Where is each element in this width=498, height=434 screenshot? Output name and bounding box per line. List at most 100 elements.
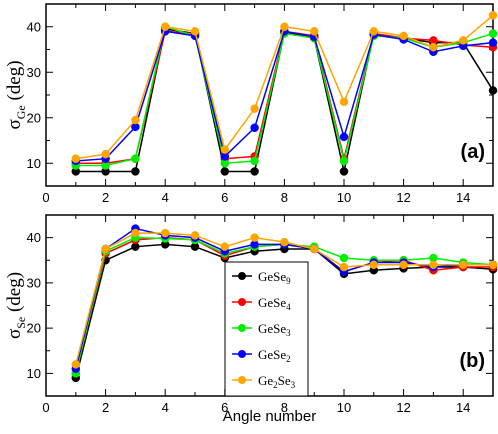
data-point xyxy=(280,237,289,247)
data-point xyxy=(101,149,110,159)
x-axis-label: Angle number xyxy=(223,408,316,425)
y-axis-label-unit: (deg) xyxy=(4,60,25,105)
data-point xyxy=(369,260,379,270)
legend-label-base: Ge xyxy=(258,373,273,388)
legend-label-subscript: 3 xyxy=(291,380,296,390)
data-point xyxy=(488,86,498,95)
data-point xyxy=(339,253,349,263)
data-point xyxy=(488,260,498,270)
x-tick-label: 0 xyxy=(42,400,49,415)
data-point xyxy=(220,145,230,154)
data-point xyxy=(488,11,498,20)
data-point xyxy=(250,167,259,176)
legend-label-subscript: 4 xyxy=(286,302,291,312)
data-point xyxy=(339,262,349,272)
data-point xyxy=(160,22,170,31)
data-point xyxy=(309,244,319,254)
data-point xyxy=(339,97,349,107)
legend-label-subscript: 2 xyxy=(286,354,291,364)
x-tick-label: 6 xyxy=(221,400,228,415)
data-point xyxy=(220,167,230,176)
data-point xyxy=(369,27,379,36)
y-tick-label: 10 xyxy=(27,156,41,171)
y-tick-label: 30 xyxy=(27,65,41,80)
data-point xyxy=(458,36,468,45)
data-point xyxy=(250,233,259,242)
legend-label: Ge2Se3 xyxy=(258,373,296,390)
y-axis-label-symbol: σ xyxy=(4,119,25,129)
data-point xyxy=(131,154,140,163)
legend-label: GeSe4 xyxy=(258,295,291,312)
x-tick-label: 8 xyxy=(281,400,288,415)
legend-label: GeSe3 xyxy=(258,321,291,338)
data-point xyxy=(399,260,408,270)
legend-marker xyxy=(238,298,246,306)
data-point xyxy=(339,167,349,176)
data-point xyxy=(131,167,140,176)
legend-label-base: Se xyxy=(278,373,291,388)
data-point xyxy=(309,27,319,36)
data-point xyxy=(488,29,498,38)
data-point xyxy=(250,123,259,133)
panel-label: (a) xyxy=(461,141,485,163)
x-tick-label: 12 xyxy=(396,400,410,415)
legend-entry: GeSe2 xyxy=(232,347,291,364)
data-point xyxy=(458,260,468,270)
data-point xyxy=(339,156,349,166)
legend-entry: GeSe4 xyxy=(232,295,291,312)
data-point xyxy=(131,115,140,125)
x-tick-label: 4 xyxy=(162,190,169,205)
series-Ge2Se3 xyxy=(71,228,498,369)
data-point xyxy=(488,38,498,47)
x-tick-label: 8 xyxy=(281,190,288,205)
legend-label-base: GeSe xyxy=(258,295,286,310)
legend-marker xyxy=(238,272,246,280)
legend-entry: GeSe3 xyxy=(232,321,291,338)
y-axis-label-subscript: Se xyxy=(14,317,28,329)
y-tick-label: 30 xyxy=(27,275,41,290)
x-tick-label: 6 xyxy=(221,190,228,205)
data-point xyxy=(190,27,200,36)
legend-marker xyxy=(238,350,246,358)
x-tick-label: 10 xyxy=(337,190,351,205)
y-axis-label: σSe (deg) xyxy=(4,272,28,339)
legend-label-subscript: 9 xyxy=(286,276,291,286)
data-point xyxy=(280,22,289,31)
y-tick-label: 20 xyxy=(27,321,41,336)
x-tick-label: 12 xyxy=(396,190,410,205)
data-point xyxy=(429,260,438,270)
data-point xyxy=(131,228,140,238)
legend-marker xyxy=(238,324,246,332)
legend-entry: GeSe9 xyxy=(232,269,291,286)
legend-marker xyxy=(238,376,246,384)
data-point xyxy=(429,42,438,52)
y-tick-label: 40 xyxy=(27,19,41,34)
panel-a: 0 2 4 6 8 10 12 14 10 20 30 40 σGe (deg) (a) xyxy=(4,3,498,205)
data-point xyxy=(190,231,200,240)
y-axis-label-unit: (deg) xyxy=(4,272,25,317)
y-tick-label: 10 xyxy=(27,366,41,381)
x-tick-label: 14 xyxy=(456,400,470,415)
legend-label: GeSe9 xyxy=(258,269,291,286)
legend-label: GeSe2 xyxy=(258,347,291,364)
panel-label: (b) xyxy=(459,350,485,372)
data-point xyxy=(399,31,408,41)
x-tick-label: 0 xyxy=(42,190,49,205)
x-tick-label: 2 xyxy=(102,400,109,415)
data-point xyxy=(250,156,259,166)
legend-label-subscript: 3 xyxy=(286,328,291,338)
data-point xyxy=(220,242,230,251)
y-axis-label: σGe (deg) xyxy=(4,60,28,129)
x-tick-label: 2 xyxy=(102,190,109,205)
legend-label-subscript: 2 xyxy=(273,380,278,390)
y-tick-label: 20 xyxy=(27,110,41,125)
y-axis-label-symbol: σ xyxy=(4,329,25,339)
x-tick-label: 4 xyxy=(162,400,169,415)
y-axis-label-subscript: Ge xyxy=(14,105,28,119)
data-point xyxy=(250,104,259,113)
x-tick-label: 14 xyxy=(456,190,470,205)
